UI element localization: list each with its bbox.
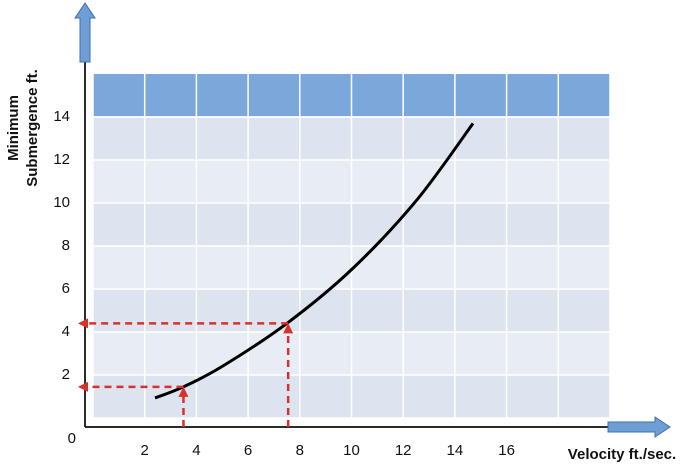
x-tick-label: 4	[192, 442, 200, 459]
y-axis-title: Minimum	[5, 95, 22, 161]
y-tick-label: 14	[53, 108, 70, 125]
y-tick-label: 0	[68, 430, 76, 447]
y-tick-label: 4	[62, 323, 70, 340]
y-tick-label: 8	[62, 237, 70, 254]
x-tick-label: 6	[244, 442, 252, 459]
x-tick-label: 10	[343, 442, 360, 459]
y-tick-label: 10	[53, 194, 70, 211]
y-tick-label: 12	[53, 151, 70, 168]
y-axis-title: Submergence ft.	[24, 69, 41, 187]
x-tick-label: 14	[447, 442, 464, 459]
curve	[154, 122, 475, 400]
plot: 0 2 4 6 8 10 12 14 2 4 6 8 10 12 14 16	[53, 2, 671, 459]
x-axis-arrow	[607, 416, 671, 438]
x-tick-label: 16	[498, 442, 515, 459]
y-axis-arrow	[74, 2, 96, 63]
x-tick-label: 12	[395, 442, 412, 459]
x-tick-label: 8	[296, 442, 304, 459]
y-tick-label: 2	[62, 366, 70, 383]
y-tick-label: 6	[62, 280, 70, 297]
x-tick-label: 2	[141, 442, 149, 459]
x-axis-title: Velocity ft./sec.	[568, 446, 676, 463]
